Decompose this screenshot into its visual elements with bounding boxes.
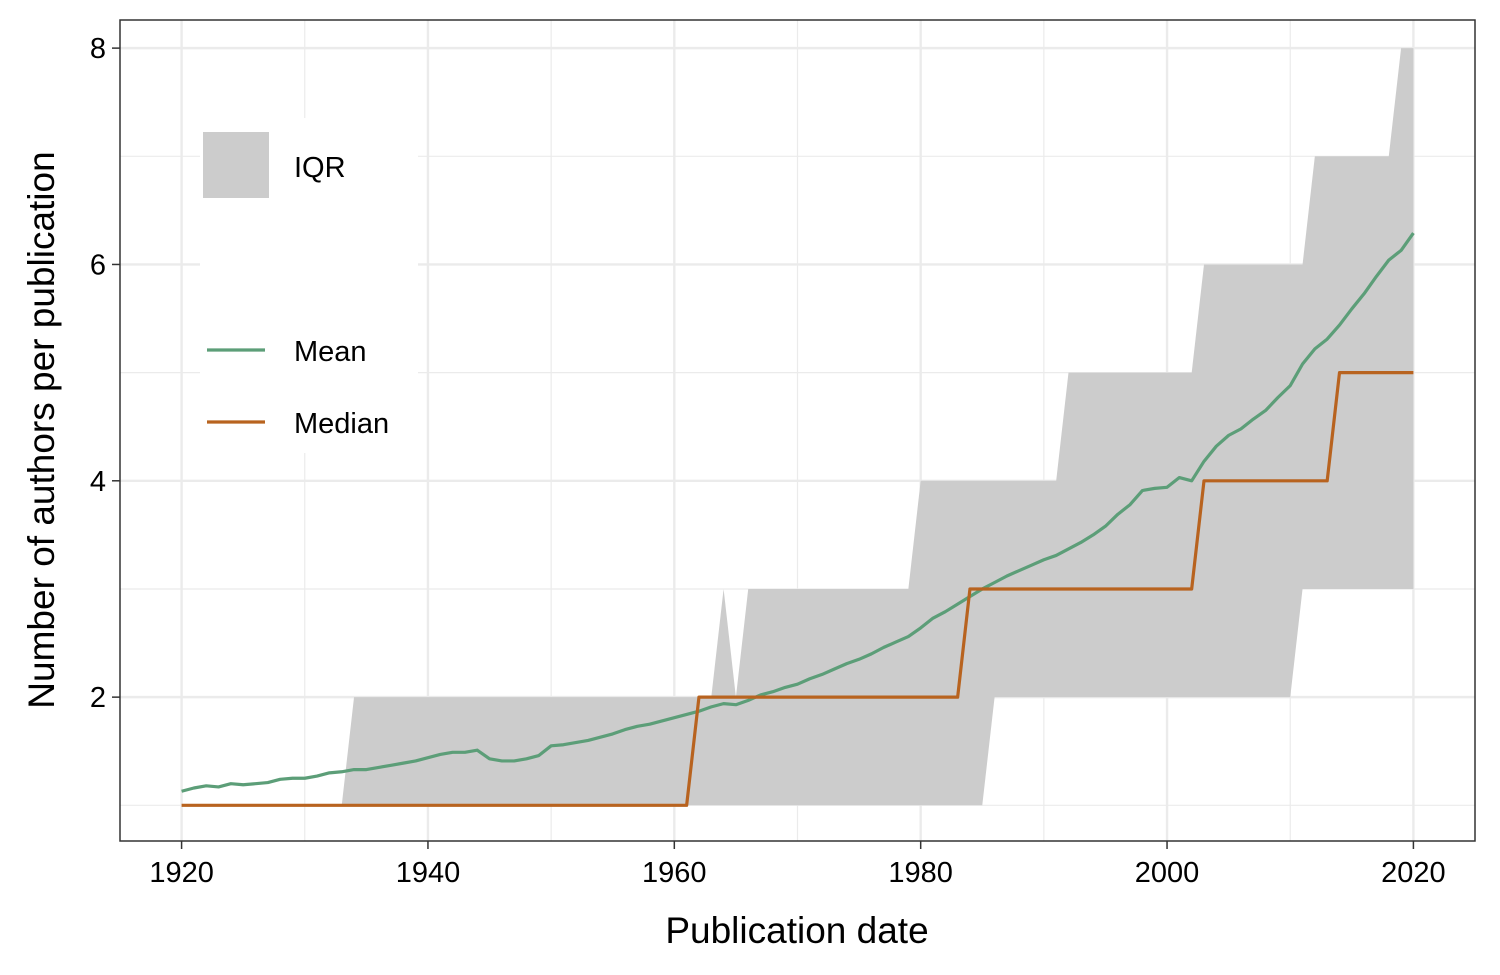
y-axis-title: Number of authors per publication [21,151,62,708]
x-axis-ticks: 1920 1940 1960 1980 2000 2020 [149,841,1446,889]
y-tick-label: 4 [90,466,106,498]
plot-border [119,19,1476,842]
mean-line [181,232,1415,793]
legend-mean-label: Mean [294,336,367,368]
x-axis-title: Publication date [665,910,928,951]
series-layer [181,232,1415,807]
x-tick-label: 1920 [149,857,214,889]
y-tick-label: 2 [90,682,106,714]
median-line [181,371,1414,807]
x-tick-label: 2020 [1381,857,1446,889]
x-tick-label: 1960 [642,857,707,889]
y-tick-label: 6 [90,249,106,281]
legend-median-label: Median [294,408,389,440]
iqr-band [181,48,1414,806]
y-tick-label: 8 [90,33,106,65]
x-tick-label: 1940 [396,857,461,889]
legend-iqr-label: IQR [294,152,346,184]
legend-iqr-swatch [203,132,269,198]
iqr-layer [181,48,1414,806]
y-axis-ticks: 2 4 6 8 [90,33,120,714]
legend: IQR Mean Median [200,118,418,453]
x-tick-label: 1980 [888,857,953,889]
x-tick-label: 2000 [1135,857,1200,889]
